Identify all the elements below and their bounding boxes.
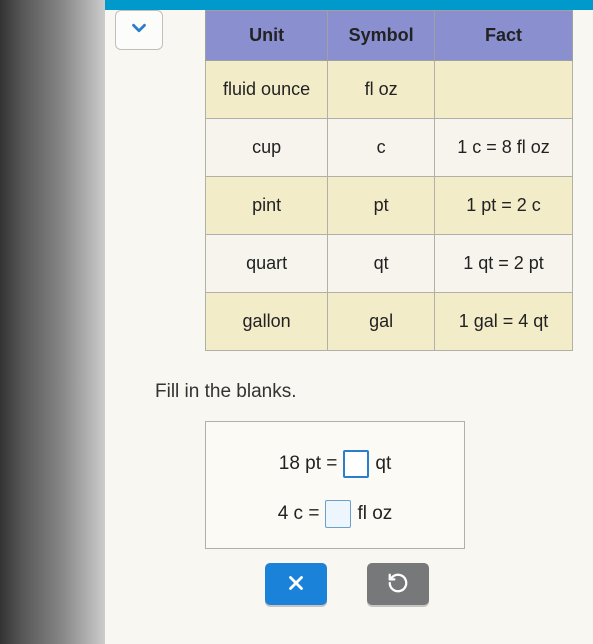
reset-button[interactable] [367,563,429,605]
cell-unit: fluid ounce [206,61,328,119]
page-left-shadow [0,0,105,644]
cell-unit: cup [206,119,328,177]
cell-symbol: gal [328,293,435,351]
cell-fact [435,61,573,119]
chevron-down-icon [128,17,150,44]
cell-symbol: qt [328,235,435,293]
table-row: fluid ounce fl oz [206,61,573,119]
undo-icon [387,572,409,597]
table-row: cup c 1 c = 8 fl oz [206,119,573,177]
blank-line-2: 4 c = fl oz [222,500,448,528]
blank2-unit: fl oz [357,503,392,525]
cell-unit: gallon [206,293,328,351]
table-row: quart qt 1 qt = 2 pt [206,235,573,293]
cell-symbol: c [328,119,435,177]
table-header-row: Unit Symbol Fact [206,11,573,61]
blank1-unit: qt [375,453,391,475]
conversion-table: Unit Symbol Fact fluid ounce fl oz cup c… [205,10,573,351]
cell-fact: 1 qt = 2 pt [435,235,573,293]
cell-unit: pint [206,177,328,235]
table-row: gallon gal 1 gal = 4 qt [206,293,573,351]
worksheet-page: Unit Symbol Fact fluid ounce fl oz cup c… [105,10,593,644]
cell-fact: 1 c = 8 fl oz [435,119,573,177]
instruction-text: Fill in the blanks. [155,381,573,403]
cell-fact: 1 pt = 2 c [435,177,573,235]
fill-blanks-box: 18 pt = qt 4 c = fl oz [205,421,465,549]
col-header-fact: Fact [435,11,573,61]
blank1-lhs: 18 pt = [279,453,338,475]
action-button-row [265,563,573,605]
cell-symbol: fl oz [328,61,435,119]
blank2-input[interactable] [325,500,351,528]
cell-fact: 1 gal = 4 qt [435,293,573,351]
blank2-lhs: 4 c = [278,503,320,525]
cell-symbol: pt [328,177,435,235]
collapse-button[interactable] [115,10,163,50]
clear-button[interactable] [265,563,327,605]
x-icon [285,572,307,597]
blank-line-1: 18 pt = qt [222,450,448,478]
blank1-input[interactable] [343,450,369,478]
table-row: pint pt 1 pt = 2 c [206,177,573,235]
col-header-unit: Unit [206,11,328,61]
cell-unit: quart [206,235,328,293]
col-header-symbol: Symbol [328,11,435,61]
